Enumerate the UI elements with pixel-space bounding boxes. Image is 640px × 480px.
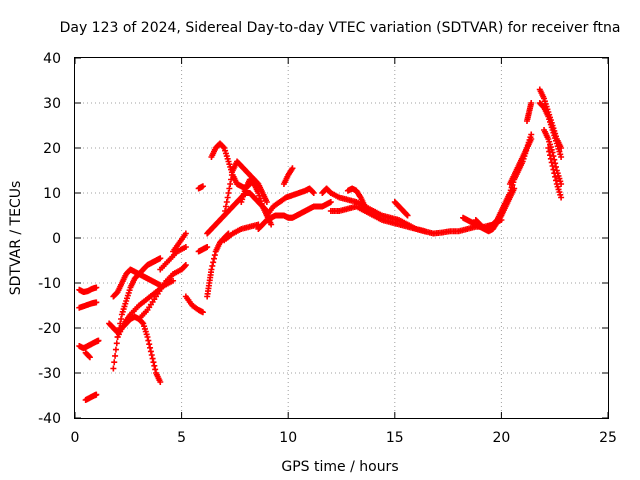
data-point: [210, 259, 217, 266]
x-tick-label: 10: [279, 430, 297, 446]
data-point: [139, 319, 146, 326]
x-tick-label: 15: [386, 430, 404, 446]
data-point: [111, 359, 118, 366]
y-tick-label: 0: [52, 231, 61, 247]
y-tick-label: 20: [43, 141, 61, 157]
x-tick-label: 20: [492, 430, 510, 446]
data-point: [211, 252, 218, 259]
data-point: [113, 340, 120, 347]
data-point: [112, 346, 119, 353]
data-point: [149, 355, 156, 362]
y-tick-label: 10: [43, 186, 61, 202]
data-point: [204, 244, 211, 250]
data-point: [208, 266, 215, 273]
data-point: [110, 365, 117, 372]
data-point: [421, 228, 428, 235]
data-point: [549, 163, 556, 169]
data-point: [170, 277, 177, 284]
x-tick-label: 25: [599, 430, 617, 446]
data-point: [546, 148, 553, 155]
data-point: [289, 165, 296, 172]
data-point: [558, 194, 565, 201]
data-point: [151, 362, 158, 369]
data-point: [222, 203, 229, 210]
data-point: [220, 144, 227, 151]
data-point: [551, 170, 558, 177]
data-point: [268, 221, 275, 228]
tick-labels: 0 5 10 15 20 25 -40 -30 -20 -10 0 10 20 30 40: [38, 51, 617, 446]
data-point: [309, 189, 316, 196]
y-tick-label: 40: [43, 51, 61, 67]
data-point: [182, 244, 189, 250]
x-tick-label: 5: [177, 430, 186, 446]
y-tick-label: -20: [38, 321, 61, 337]
plot-frame: [74, 57, 609, 419]
data-point: [93, 284, 100, 291]
data-point: [545, 145, 552, 151]
data-point: [209, 262, 216, 269]
data-point: [147, 348, 154, 355]
data-point: [226, 185, 233, 192]
data-point: [548, 159, 555, 166]
data-point: [404, 212, 411, 219]
data-point: [112, 352, 119, 359]
data-point: [211, 255, 218, 262]
data-point: [182, 262, 189, 269]
data-point: [263, 199, 270, 205]
data-point: [228, 176, 235, 183]
data-point: [199, 183, 206, 190]
data-point: [95, 337, 102, 344]
data-point: [547, 152, 554, 159]
data-point: [528, 100, 535, 106]
data-point: [228, 172, 235, 178]
data-point: [157, 379, 164, 385]
data-point: [224, 194, 231, 201]
data-point: [222, 208, 229, 214]
data-point: [528, 131, 535, 138]
data-point: [147, 344, 154, 351]
data-point: [86, 354, 93, 361]
data-point: [118, 316, 125, 322]
data-point: [182, 262, 189, 268]
y-tick-label: -40: [38, 411, 61, 427]
data-point: [182, 230, 189, 237]
data-point: [552, 173, 559, 180]
x-tick-label: 0: [71, 430, 80, 446]
data-point: [361, 203, 368, 210]
data-point: [221, 212, 228, 219]
x-axis-label: GPS time / hours: [281, 459, 398, 475]
y-tick-label: -10: [38, 276, 61, 292]
data-point: [310, 190, 317, 196]
data-point: [86, 353, 93, 360]
data-point: [403, 211, 410, 218]
data-point: [327, 199, 334, 205]
data-point: [199, 309, 206, 316]
data-point: [552, 177, 559, 184]
data-point: [93, 391, 100, 398]
data-point: [225, 190, 232, 196]
data-point: [93, 299, 100, 306]
data-point: [223, 199, 230, 205]
data-point: [227, 181, 234, 187]
y-tick-label: -30: [38, 366, 61, 382]
chart-title: Day 123 of 2024, Sidereal Day-to-day VTE…: [60, 20, 621, 36]
y-tick-label: 30: [43, 96, 61, 112]
data-point: [148, 352, 155, 358]
data-point: [145, 337, 152, 344]
data-point: [558, 154, 565, 160]
y-axis-label: SDTVAR / TECUs: [8, 181, 24, 296]
data-point: [511, 185, 518, 192]
data-point: [547, 155, 554, 162]
data-points: [76, 86, 565, 403]
data-point: [550, 166, 557, 173]
data-point: [157, 255, 164, 262]
data-point: [144, 334, 151, 340]
data-point: [150, 359, 157, 366]
data-point: [146, 341, 153, 348]
data-point: [152, 366, 159, 373]
